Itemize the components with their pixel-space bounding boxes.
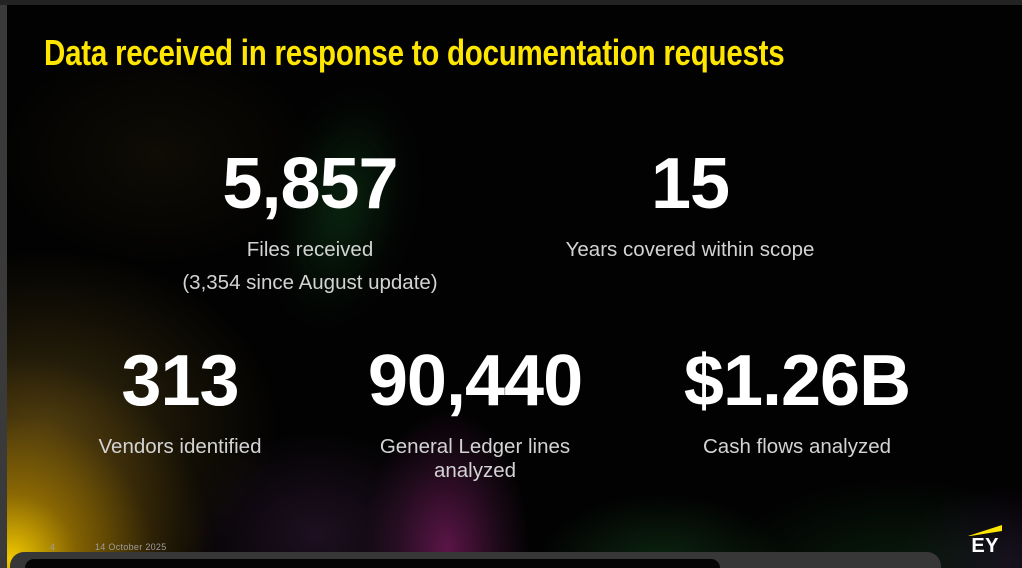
background-glow: [7, 5, 1022, 568]
stat-vendors-identified: 313 Vendors identified: [30, 345, 330, 459]
taskbar-window-edge[interactable]: [10, 552, 941, 568]
stat-label: General Ledger lines analyzed: [379, 435, 571, 482]
taskbar-inner-window[interactable]: [25, 559, 720, 568]
stat-label: Vendors identified: [98, 435, 262, 458]
stat-cash-flows: $1.26B Cash flows analyzed: [647, 345, 947, 459]
stat-general-ledger-lines: 90,440 General Ledger lines analyzed: [365, 345, 585, 483]
stat-label: Cash flows analyzed: [702, 435, 891, 458]
slide-page-number: 4: [50, 542, 56, 552]
stat-value: 15: [650, 144, 730, 224]
ey-logo: EY: [955, 523, 1007, 563]
stat-value: $1.26B: [683, 341, 911, 421]
stat-label: Years covered within scope: [565, 238, 815, 261]
stat-label: Files received: [246, 238, 374, 261]
ey-beam-icon: [968, 525, 1002, 536]
ey-logo-text: EY: [971, 535, 999, 557]
stat-sublabel: (3,354 since August update): [182, 271, 438, 294]
stat-years-covered: 15 Years covered within scope: [490, 148, 890, 262]
stat-value: 313: [121, 341, 239, 421]
slide-footer-date: 14 October 2025: [95, 542, 167, 552]
stat-files-received: 5,857 Files received (3,354 since August…: [110, 148, 510, 295]
stat-value: 90,440: [367, 341, 583, 421]
stat-value: 5,857: [222, 144, 398, 224]
window-border-top: [0, 0, 1022, 5]
window-border-left: [0, 0, 7, 568]
slide-title: Data received in response to documentati…: [44, 32, 785, 73]
presentation-slide: Data received in response to documentati…: [7, 5, 1022, 568]
